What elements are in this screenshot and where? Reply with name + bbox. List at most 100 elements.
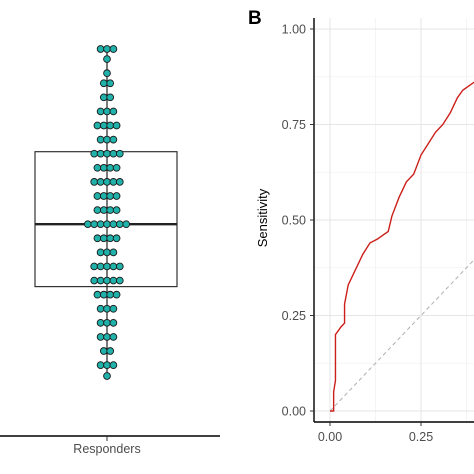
data-point bbox=[106, 290, 115, 299]
data-point bbox=[112, 206, 121, 214]
data-point bbox=[109, 304, 118, 313]
data-point bbox=[115, 276, 124, 285]
data-point bbox=[112, 234, 121, 243]
data-point bbox=[103, 220, 111, 229]
data-point bbox=[99, 290, 108, 299]
y-axis-label: Sensitivity bbox=[255, 188, 270, 247]
data-point bbox=[96, 135, 105, 144]
data-point bbox=[109, 318, 118, 327]
data-point bbox=[103, 318, 111, 327]
data-point bbox=[99, 347, 108, 355]
data-point bbox=[115, 178, 124, 186]
y-tick-label: 0.75 bbox=[282, 118, 306, 132]
data-point bbox=[90, 178, 99, 186]
gridlines bbox=[314, 18, 474, 422]
data-point bbox=[103, 178, 111, 186]
data-point bbox=[112, 192, 121, 200]
data-point bbox=[90, 262, 99, 271]
data-point bbox=[96, 248, 105, 257]
data-point bbox=[103, 69, 111, 78]
data-point bbox=[106, 163, 115, 172]
data-point bbox=[109, 45, 118, 53]
x-tick-label-responders: Responders bbox=[73, 442, 140, 456]
y-tick-label: 0.50 bbox=[282, 214, 306, 228]
data-point bbox=[106, 192, 115, 200]
data-point bbox=[103, 262, 111, 271]
data-point bbox=[96, 220, 105, 229]
data-point bbox=[96, 262, 105, 271]
data-point bbox=[109, 248, 118, 257]
data-point bbox=[103, 149, 111, 158]
data-point bbox=[109, 149, 118, 158]
data-point bbox=[96, 45, 105, 53]
data-point bbox=[109, 333, 118, 341]
data-point bbox=[96, 318, 105, 327]
data-point bbox=[109, 178, 118, 186]
data-point bbox=[109, 361, 118, 369]
data-point bbox=[99, 163, 108, 172]
data-point bbox=[99, 93, 108, 102]
y-axis-ticks: 0.00 0.25 0.50 0.75 1.00 bbox=[282, 23, 314, 419]
data-point bbox=[106, 79, 115, 88]
data-point bbox=[103, 55, 111, 63]
data-point bbox=[90, 149, 99, 158]
data-point bbox=[103, 276, 111, 285]
data-point bbox=[103, 135, 111, 144]
data-point bbox=[115, 220, 124, 229]
data-point bbox=[93, 163, 102, 172]
data-point bbox=[90, 220, 99, 229]
y-tick-label: 1.00 bbox=[282, 23, 306, 37]
x-tick-label: 0.00 bbox=[318, 430, 342, 444]
data-point bbox=[93, 234, 102, 243]
data-point bbox=[106, 234, 115, 243]
data-point bbox=[99, 79, 108, 88]
data-point bbox=[96, 178, 105, 186]
data-point bbox=[109, 220, 118, 229]
data-point bbox=[93, 121, 102, 130]
data-point bbox=[103, 333, 111, 341]
data-point bbox=[112, 163, 121, 172]
responders-boxplot-panel: Responders bbox=[0, 45, 220, 456]
data-point bbox=[99, 121, 108, 130]
beeswarm-points bbox=[83, 45, 131, 380]
data-point bbox=[96, 304, 105, 313]
data-point bbox=[83, 220, 92, 229]
data-point bbox=[115, 262, 124, 271]
data-point bbox=[103, 107, 111, 116]
data-point bbox=[103, 372, 111, 380]
data-point bbox=[96, 149, 105, 158]
data-point bbox=[99, 234, 108, 243]
data-point bbox=[99, 206, 108, 214]
data-point bbox=[103, 248, 111, 257]
panel-label-b: B bbox=[248, 8, 262, 29]
data-point bbox=[109, 107, 118, 116]
data-point bbox=[96, 361, 105, 369]
data-point bbox=[99, 192, 108, 200]
data-point bbox=[115, 149, 124, 158]
data-point bbox=[106, 93, 115, 102]
roc-curve-line bbox=[330, 81, 474, 412]
data-point bbox=[96, 276, 105, 285]
data-point bbox=[103, 361, 111, 369]
data-point bbox=[109, 135, 118, 144]
data-point bbox=[90, 276, 99, 285]
data-point bbox=[106, 121, 115, 130]
reference-diagonal-line bbox=[329, 259, 474, 412]
data-point bbox=[106, 206, 115, 214]
data-point bbox=[112, 290, 121, 299]
y-tick-label: 0.25 bbox=[282, 309, 306, 323]
data-point bbox=[103, 45, 111, 53]
data-point bbox=[112, 121, 121, 130]
data-point bbox=[106, 347, 115, 355]
y-tick-label: 0.00 bbox=[282, 405, 306, 419]
x-tick-label: 0.25 bbox=[409, 430, 433, 444]
data-point bbox=[122, 220, 131, 229]
data-point bbox=[109, 262, 118, 271]
data-point bbox=[93, 290, 102, 299]
roc-curve-panel: B 0.00 0.25 0.50 0.75 1.00 0.00 0.25 Sensitiv… bbox=[248, 8, 474, 444]
data-point bbox=[109, 276, 118, 285]
data-point bbox=[93, 192, 102, 200]
data-point bbox=[96, 107, 105, 116]
x-axis-ticks: 0.00 0.25 bbox=[318, 422, 433, 444]
